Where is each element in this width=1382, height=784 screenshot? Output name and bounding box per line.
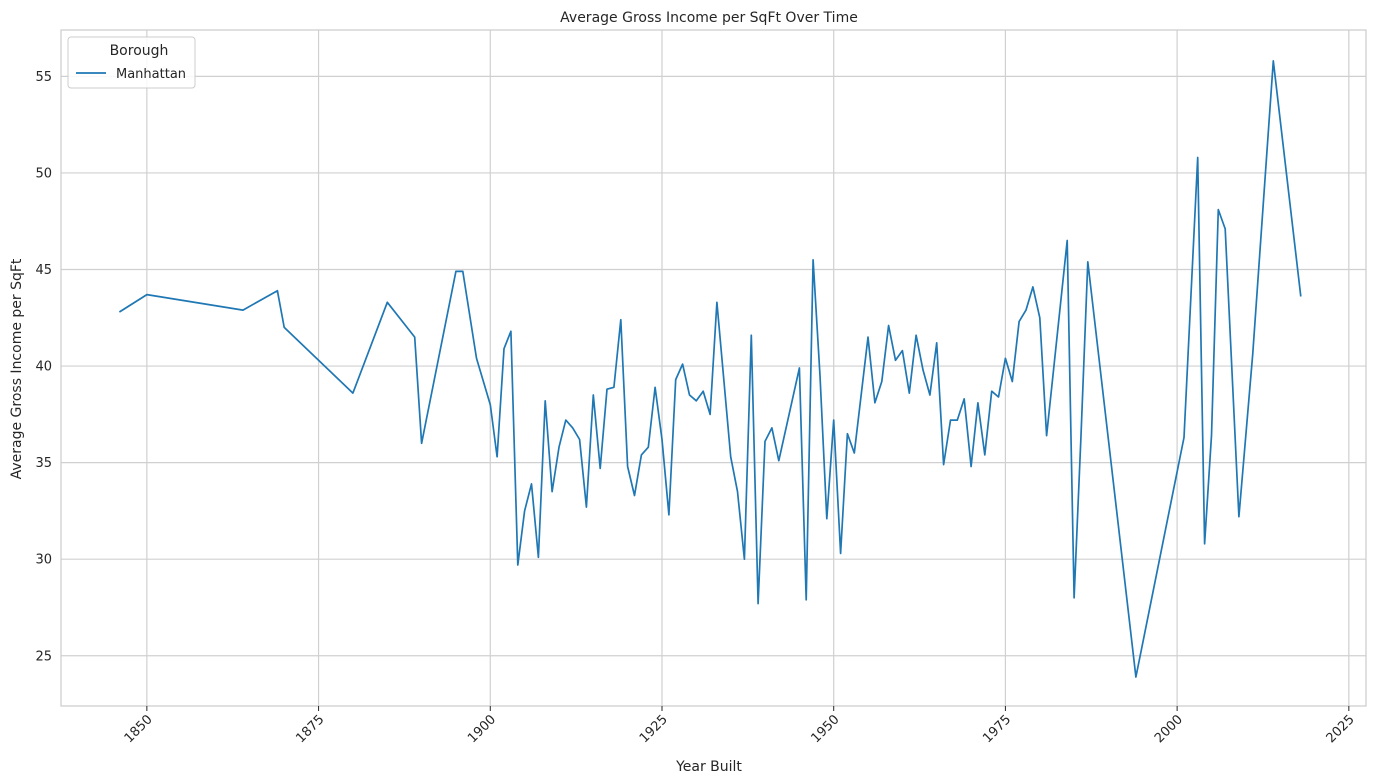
legend-entry-manhattan: Manhattan xyxy=(116,67,186,82)
y-tick-label: 25 xyxy=(35,649,52,664)
legend-box xyxy=(67,36,196,89)
y-tick-label: 35 xyxy=(35,456,52,471)
legend-title: Borough xyxy=(110,43,169,59)
x-axis-label: Year Built xyxy=(675,759,742,775)
y-gridlines xyxy=(61,75,1366,657)
series-layer xyxy=(118,60,1302,678)
legend: Borough Manhattan xyxy=(67,36,196,89)
y-tick-label: 30 xyxy=(35,553,52,568)
y-tick-label: 40 xyxy=(35,360,52,375)
y-tick-label: 45 xyxy=(35,263,52,278)
series-line-manhattan xyxy=(118,60,1302,678)
y-tick-label: 50 xyxy=(35,166,52,181)
y-tick-labels: 25 30 35 40 45 50 55 xyxy=(35,70,52,664)
y-tick-label: 55 xyxy=(35,70,52,85)
chart-title: Average Gross Income per SqFt Over Time xyxy=(560,10,858,26)
plot-frame xyxy=(60,29,1367,707)
x-gridlines xyxy=(146,30,1350,706)
y-axis-label: Average Gross Income per SqFt xyxy=(9,258,25,479)
